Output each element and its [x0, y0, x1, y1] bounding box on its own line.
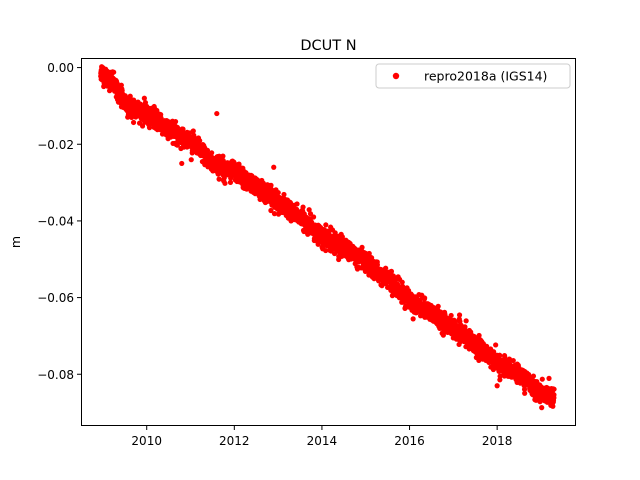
- data-point: [410, 316, 416, 322]
- data-point: [111, 69, 117, 75]
- data-point: [522, 390, 528, 396]
- data-point: [388, 268, 395, 274]
- data-point: [521, 386, 528, 392]
- data-point: [539, 405, 545, 411]
- data-point: [271, 211, 278, 217]
- data-point: [204, 147, 211, 153]
- data-point: [220, 153, 226, 159]
- data-point: [550, 403, 556, 409]
- data-point: [551, 392, 557, 398]
- data-point: [493, 342, 499, 348]
- data-point: [323, 222, 329, 228]
- data-point: [306, 207, 312, 213]
- legend: repro2018a (IGS14): [375, 63, 571, 89]
- data-point: [141, 95, 147, 101]
- data-point: [271, 164, 277, 170]
- x-tick-label: 2010: [131, 434, 162, 448]
- data-point: [366, 250, 372, 257]
- data-point: [172, 119, 179, 125]
- data-point: [214, 110, 220, 117]
- data-point: [281, 191, 287, 198]
- data-point: [209, 150, 215, 156]
- y-tick-label: −0.08: [37, 368, 74, 382]
- data-point: [227, 179, 234, 185]
- data-point: [359, 244, 365, 250]
- data-point: [197, 138, 203, 144]
- plot-frame: [81, 58, 576, 426]
- data-point: [130, 119, 137, 126]
- data-point: [551, 386, 557, 392]
- data-point: [502, 354, 508, 360]
- data-point: [510, 357, 516, 364]
- data-point: [546, 375, 552, 381]
- data-point: [294, 201, 300, 207]
- data-point: [452, 318, 458, 325]
- data-point: [422, 295, 428, 301]
- data-points: [98, 64, 557, 411]
- data-point: [539, 376, 545, 382]
- data-point: [236, 161, 242, 167]
- y-tick-label: 0.00: [47, 61, 74, 75]
- data-point: [179, 160, 185, 167]
- data-point: [174, 142, 180, 148]
- legend-label: repro2018a (IGS14): [424, 69, 547, 84]
- y-axis-label: m: [8, 236, 23, 248]
- x-tick-label: 2012: [219, 434, 250, 448]
- x-tick-label: 2016: [394, 434, 425, 448]
- data-point: [494, 383, 500, 389]
- data-point: [435, 303, 441, 309]
- data-point: [476, 357, 482, 364]
- data-point: [310, 214, 317, 220]
- data-point: [448, 312, 454, 319]
- data-point: [114, 80, 120, 87]
- data-point: [216, 176, 222, 182]
- data-point: [374, 262, 380, 268]
- legend-marker: [392, 72, 400, 80]
- data-point: [463, 318, 469, 324]
- data-point: [300, 204, 306, 210]
- y-tick-label: −0.06: [37, 291, 74, 305]
- y-tick-label: −0.04: [37, 214, 74, 228]
- data-point: [369, 255, 375, 261]
- data-point: [146, 125, 153, 131]
- data-point: [222, 180, 228, 186]
- legend-box: [375, 63, 571, 89]
- data-point: [399, 279, 405, 285]
- data-point: [530, 373, 537, 379]
- chart-title: DCUT N: [300, 38, 356, 54]
- y-axis: 0.00 −0.02 −0.04 −0.06 −0.08: [37, 61, 81, 382]
- x-tick-label: 2014: [307, 434, 338, 448]
- data-point: [268, 182, 274, 188]
- data-point: [456, 312, 463, 318]
- data-point: [190, 128, 196, 134]
- data-point: [323, 247, 329, 254]
- data-point: [383, 265, 389, 271]
- y-tick-label: −0.02: [37, 138, 74, 152]
- data-point: [307, 211, 314, 217]
- data-point: [476, 332, 482, 339]
- data-point: [331, 250, 338, 257]
- data-point: [484, 343, 490, 349]
- x-axis: 2010 2012 2014 2016 2018: [131, 426, 512, 448]
- data-point: [275, 189, 281, 196]
- x-tick-label: 2018: [482, 434, 513, 448]
- data-point: [188, 157, 194, 163]
- data-point: [497, 352, 503, 358]
- data-point: [268, 207, 274, 214]
